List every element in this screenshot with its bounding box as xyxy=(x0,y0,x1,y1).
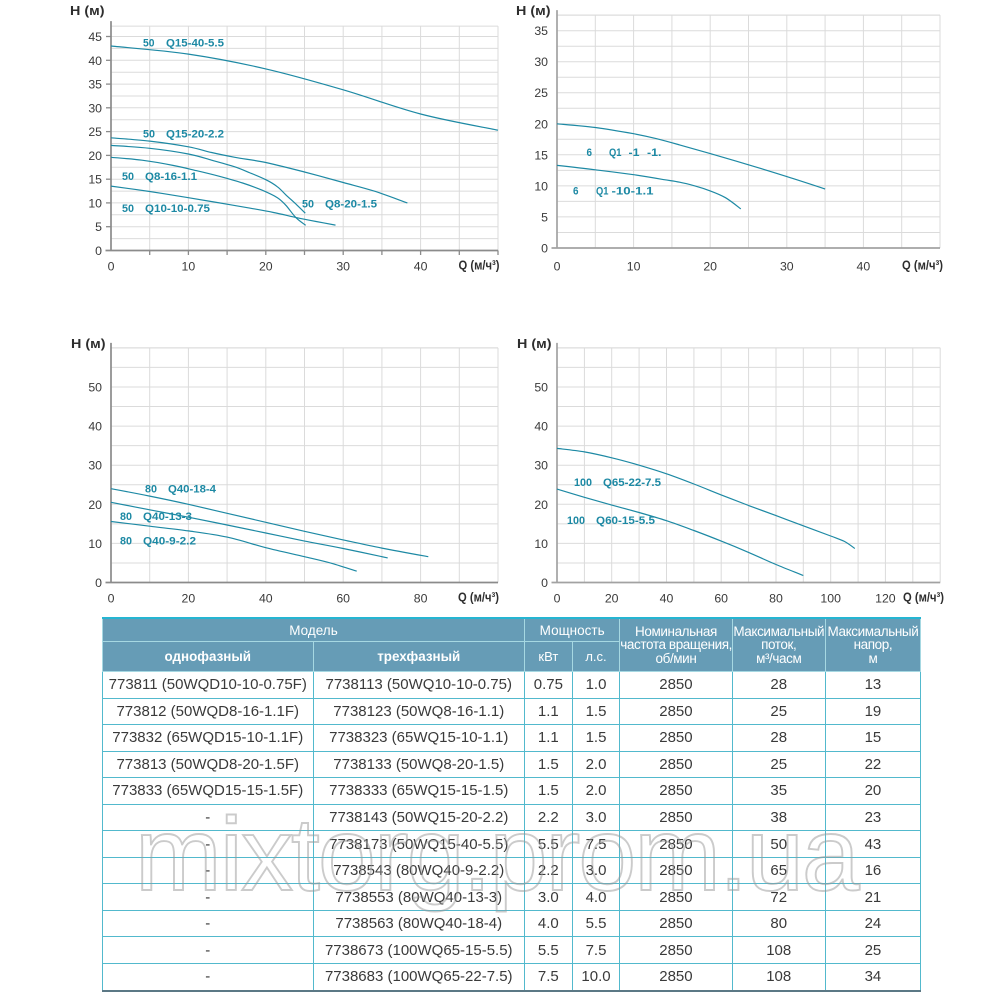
svg-text:0: 0 xyxy=(541,242,548,256)
svg-text:0: 0 xyxy=(108,260,115,274)
svg-text:15: 15 xyxy=(534,148,548,162)
svg-text:50: 50 xyxy=(143,38,155,50)
svg-text:100: 100 xyxy=(574,477,592,489)
svg-text:30: 30 xyxy=(780,260,794,274)
svg-text:10: 10 xyxy=(627,260,641,274)
svg-text:25: 25 xyxy=(88,125,102,139)
svg-text:10: 10 xyxy=(88,196,102,210)
svg-text:H (м): H (м) xyxy=(70,3,105,18)
svg-text:40: 40 xyxy=(88,420,102,434)
svg-text:50: 50 xyxy=(122,171,134,183)
svg-text:0: 0 xyxy=(554,592,561,606)
svg-text:40: 40 xyxy=(857,260,871,274)
svg-text:40: 40 xyxy=(534,420,548,434)
svg-text:20: 20 xyxy=(605,592,619,606)
svg-text:Q (м/ч³): Q (м/ч³) xyxy=(458,590,499,605)
svg-text:Q1: Q1 xyxy=(609,147,622,159)
svg-text:50: 50 xyxy=(122,203,134,215)
svg-text:50: 50 xyxy=(302,199,314,211)
svg-text:30: 30 xyxy=(534,55,548,69)
svg-text:35: 35 xyxy=(88,78,102,92)
svg-text:60: 60 xyxy=(336,592,350,606)
svg-text:H (м): H (м) xyxy=(71,336,106,351)
svg-text:6: 6 xyxy=(573,186,579,198)
svg-text:-1: -1 xyxy=(629,147,640,159)
svg-text:20: 20 xyxy=(88,498,102,512)
svg-text:40: 40 xyxy=(259,592,273,606)
svg-text:60: 60 xyxy=(714,592,728,606)
svg-text:H (м): H (м) xyxy=(517,336,552,351)
svg-text:80: 80 xyxy=(120,536,132,548)
svg-text:30: 30 xyxy=(88,459,102,473)
svg-text:80: 80 xyxy=(769,592,783,606)
svg-text:50: 50 xyxy=(88,381,102,395)
svg-text:0: 0 xyxy=(554,260,561,274)
svg-text:40: 40 xyxy=(88,54,102,68)
svg-text:15: 15 xyxy=(88,173,102,187)
svg-text:50: 50 xyxy=(143,129,155,141)
svg-text:Q1: Q1 xyxy=(596,186,609,198)
svg-text:Q8-16-1.1: Q8-16-1.1 xyxy=(145,171,197,183)
svg-text:40: 40 xyxy=(660,592,674,606)
svg-text:0: 0 xyxy=(108,592,115,606)
svg-text:40: 40 xyxy=(414,260,428,274)
svg-text:0: 0 xyxy=(95,576,102,590)
svg-text:6: 6 xyxy=(587,147,593,159)
svg-text:Q (м/ч³): Q (м/ч³) xyxy=(903,590,944,605)
svg-text:0: 0 xyxy=(541,576,548,590)
svg-text:30: 30 xyxy=(534,459,548,473)
svg-text:H (м): H (м) xyxy=(516,3,551,18)
svg-text:20: 20 xyxy=(182,592,196,606)
svg-text:100: 100 xyxy=(820,592,841,606)
svg-text:-10-1.1: -10-1.1 xyxy=(612,186,654,198)
svg-text:Q (м/ч³): Q (м/ч³) xyxy=(459,258,500,273)
svg-text:20: 20 xyxy=(534,498,548,512)
svg-text:30: 30 xyxy=(336,260,350,274)
svg-text:Q15-40-5.5: Q15-40-5.5 xyxy=(166,38,224,50)
svg-text:20: 20 xyxy=(88,149,102,163)
svg-text:-1.: -1. xyxy=(647,147,662,159)
svg-text:5: 5 xyxy=(541,210,548,224)
svg-text:120: 120 xyxy=(875,592,896,606)
svg-text:Q40-9-2.2: Q40-9-2.2 xyxy=(143,536,196,548)
svg-text:10: 10 xyxy=(534,537,548,551)
svg-text:Q8-20-1.5: Q8-20-1.5 xyxy=(325,199,377,211)
svg-text:Q15-20-2.2: Q15-20-2.2 xyxy=(166,129,224,141)
svg-text:50: 50 xyxy=(534,381,548,395)
svg-text:80: 80 xyxy=(414,592,428,606)
svg-text:10: 10 xyxy=(182,260,196,274)
svg-text:45: 45 xyxy=(88,30,102,44)
svg-text:Q40-13-3: Q40-13-3 xyxy=(143,511,192,523)
svg-text:20: 20 xyxy=(259,260,273,274)
svg-text:30: 30 xyxy=(88,101,102,115)
svg-text:80: 80 xyxy=(145,484,157,496)
svg-text:Q10-10-0.75: Q10-10-0.75 xyxy=(145,203,210,215)
svg-text:100: 100 xyxy=(567,515,585,527)
svg-text:80: 80 xyxy=(120,511,132,523)
svg-text:35: 35 xyxy=(534,24,548,38)
svg-text:20: 20 xyxy=(534,117,548,131)
svg-text:Q40-18-4: Q40-18-4 xyxy=(168,484,217,496)
svg-text:25: 25 xyxy=(534,86,548,100)
svg-text:Q60-15-5.5: Q60-15-5.5 xyxy=(596,515,655,527)
svg-text:Q (м/ч³): Q (м/ч³) xyxy=(902,258,943,273)
svg-text:20: 20 xyxy=(703,260,717,274)
svg-text:10: 10 xyxy=(88,537,102,551)
svg-text:Q65-22-7.5: Q65-22-7.5 xyxy=(603,477,661,489)
svg-text:10: 10 xyxy=(534,179,548,193)
svg-text:5: 5 xyxy=(95,220,102,234)
svg-text:0: 0 xyxy=(95,244,102,258)
